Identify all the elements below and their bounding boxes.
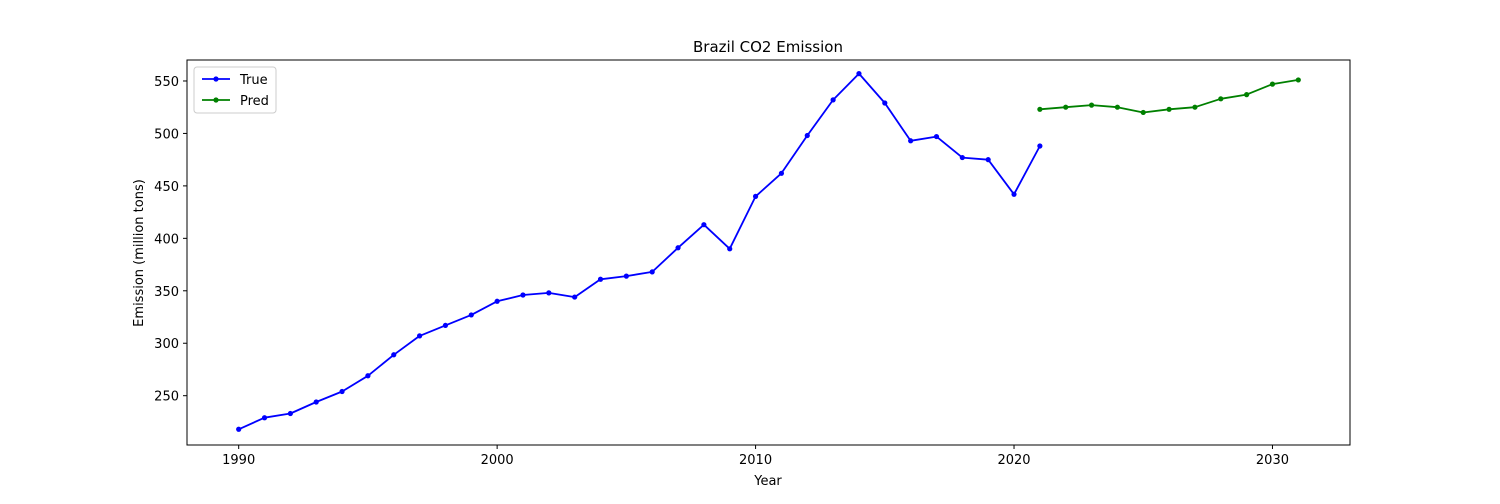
- data-point-true: [597, 276, 604, 282]
- data-point-true: [520, 292, 526, 298]
- data-point-true: [727, 246, 733, 252]
- data-point-true: [442, 322, 449, 329]
- y-tick-label: 300: [154, 337, 179, 352]
- legend-label-true: True: [239, 73, 268, 88]
- data-point-pred: [1192, 104, 1198, 110]
- legend-marker-pred: [213, 97, 219, 103]
- data-point-true: [701, 222, 707, 228]
- data-point-true: [313, 399, 319, 405]
- y-tick-label: 400: [154, 232, 179, 247]
- data-point-pred: [1140, 109, 1146, 116]
- data-point-true: [391, 352, 397, 358]
- axis-ticks: 1990 2000 2010 2020 2030 250 300 350 400 450 500 55…: [154, 75, 1289, 468]
- x-tick-label: 2000: [481, 453, 514, 468]
- data-point-true: [572, 294, 578, 300]
- data-point-pred: [1295, 77, 1301, 83]
- data-point-true: [882, 100, 888, 106]
- axes-frame: [186, 59, 1351, 446]
- plot-area: [236, 71, 1301, 432]
- data-point-true: [236, 426, 242, 432]
- y-tick-label: 500: [154, 127, 179, 142]
- data-point-true: [959, 154, 965, 161]
- x-tick-label: 2030: [1256, 453, 1289, 468]
- data-point-true: [546, 290, 552, 296]
- data-point-true: [830, 97, 836, 103]
- legend: True Pred: [193, 66, 277, 114]
- data-point-true: [365, 373, 371, 379]
- legend-marker-true: [213, 76, 219, 82]
- x-tick-label: 2010: [739, 453, 772, 468]
- x-axis-label: Year: [753, 474, 782, 489]
- data-point-true: [494, 298, 500, 304]
- data-point-true: [856, 71, 862, 77]
- legend-label-pred: Pred: [240, 94, 269, 109]
- chart-title: Brazil CO2 Emission: [693, 38, 843, 56]
- x-tick-label: 2020: [997, 453, 1030, 468]
- y-tick-label: 250: [154, 390, 179, 405]
- data-point-pred: [1166, 106, 1172, 112]
- data-point-true: [417, 333, 423, 339]
- y-axis-label: Emission (million tons): [132, 179, 147, 327]
- data-point-pred: [1269, 81, 1276, 87]
- data-point-true: [623, 273, 629, 279]
- series-line-true: [238, 72, 1041, 431]
- x-tick-label: 1990: [222, 453, 255, 468]
- data-point-pred: [1037, 106, 1043, 112]
- data-point-true: [1037, 143, 1043, 149]
- data-point-true: [261, 415, 268, 421]
- data-point-true: [675, 245, 681, 251]
- y-tick-label: 450: [154, 180, 179, 195]
- data-point-pred: [1063, 104, 1069, 110]
- data-point-true: [468, 312, 474, 318]
- data-point-true: [933, 133, 940, 140]
- data-point-true: [908, 138, 914, 144]
- y-tick-label: 350: [154, 285, 179, 300]
- y-tick-label: 550: [154, 75, 179, 90]
- data-point-pred: [1114, 104, 1120, 110]
- data-point-true: [339, 388, 345, 395]
- data-point-true: [804, 132, 810, 139]
- data-point-pred: [1218, 96, 1224, 102]
- data-point-true: [985, 157, 991, 163]
- data-point-true: [287, 410, 293, 417]
- data-point-true: [752, 193, 759, 199]
- data-point-pred: [1088, 102, 1095, 108]
- data-point-true: [778, 170, 785, 176]
- data-point-true: [1011, 191, 1017, 197]
- data-point-true: [649, 269, 655, 275]
- data-point-pred: [1244, 92, 1250, 98]
